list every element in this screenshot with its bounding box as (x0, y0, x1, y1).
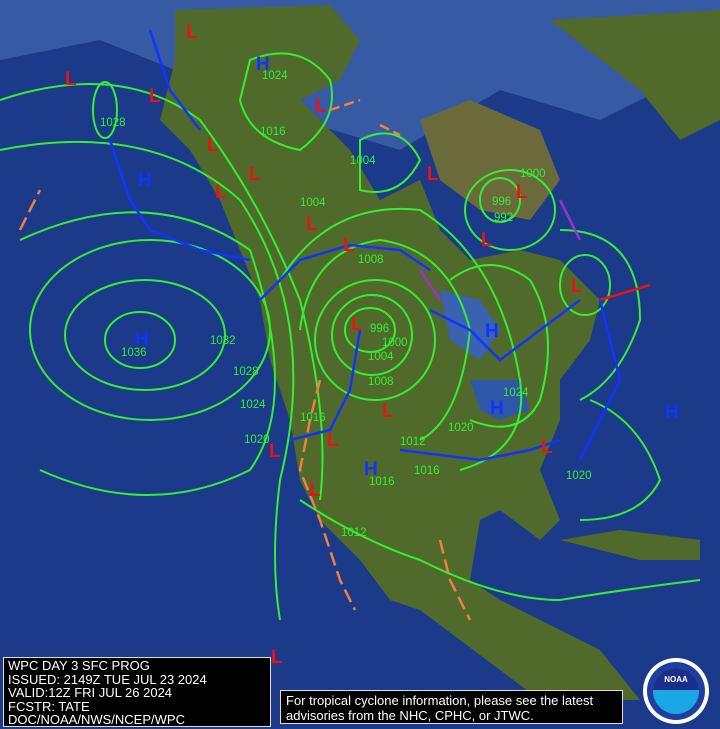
notice-line: advisories from the NHC, CPHC, or JTWC. (286, 708, 534, 723)
svg-text:1020: 1020 (566, 470, 592, 482)
svg-text:1008: 1008 (368, 376, 394, 388)
svg-text:1004: 1004 (368, 351, 394, 363)
svg-text:1036: 1036 (121, 347, 147, 359)
high-pressure-centers: H H H H H H H (135, 54, 679, 480)
svg-text:L: L (309, 480, 321, 501)
svg-text:1008: 1008 (358, 254, 384, 266)
product-title: WPC DAY 3 SFC PROG (8, 658, 150, 673)
isobar-labels: 1028 1024 1016 1004 1004 1008 1000 996 9… (100, 70, 592, 539)
svg-text:1028: 1028 (100, 117, 126, 129)
svg-text:1000: 1000 (382, 337, 408, 349)
agency: DOC/NOAA/NWS/NCEP/WPC (8, 712, 185, 727)
forecaster: FCSTR: TATE (8, 698, 90, 714)
svg-text:1024: 1024 (503, 387, 529, 399)
svg-text:L: L (269, 441, 281, 462)
svg-text:L: L (327, 430, 339, 451)
svg-text:1024: 1024 (240, 399, 266, 411)
svg-text:L: L (351, 314, 363, 335)
svg-text:996: 996 (492, 196, 511, 208)
svg-text:L: L (481, 230, 493, 251)
svg-text:1016: 1016 (414, 465, 440, 477)
high-center: H (364, 459, 378, 480)
isobars (0, 52, 701, 621)
svg-text:L: L (271, 647, 283, 668)
high-center: H (490, 398, 504, 419)
high-center: H (135, 329, 149, 350)
svg-text:996: 996 (370, 323, 389, 335)
north-america-land (160, 5, 640, 700)
svg-text:1024: 1024 (262, 70, 288, 82)
svg-text:L: L (516, 182, 528, 203)
svg-text:L: L (382, 401, 394, 422)
svg-text:1032: 1032 (210, 335, 236, 347)
svg-text:1028: 1028 (233, 366, 259, 378)
svg-text:1016: 1016 (260, 126, 286, 138)
issued-time: ISSUED: 2149Z TUE JUL 23 2024 (8, 671, 207, 687)
svg-text:1000: 1000 (520, 168, 546, 180)
svg-text:L: L (571, 276, 583, 297)
svg-text:1012: 1012 (400, 436, 426, 448)
logo-text: NOAA (664, 675, 688, 684)
svg-text:1016: 1016 (300, 412, 326, 424)
svg-text:1016: 1016 (369, 476, 395, 488)
svg-text:1020: 1020 (448, 422, 474, 434)
fronts (18, 29, 651, 621)
high-center: H (665, 402, 679, 423)
high-center: H (138, 170, 152, 191)
noaa-logo: NOAA (643, 658, 709, 724)
product-info-box: WPC DAY 3 SFC PROG ISSUED: 2149Z TUE JUL… (3, 657, 271, 727)
svg-text:L: L (343, 235, 355, 256)
svg-text:1020: 1020 (244, 434, 270, 446)
svg-text:L: L (249, 164, 261, 185)
svg-text:1004: 1004 (300, 197, 326, 209)
svg-text:L: L (149, 86, 161, 107)
svg-text:L: L (186, 22, 198, 43)
low-pressure-centers: L L L L L L L L L L L L L L L L L L L L (65, 22, 583, 668)
valid-time: VALID:12Z FRI JUL 26 2024 (8, 685, 173, 700)
tropical-cyclone-notice: For tropical cyclone information, please… (280, 690, 623, 724)
high-center: H (256, 54, 270, 75)
svg-text:1012: 1012 (341, 527, 367, 539)
svg-text:L: L (207, 135, 219, 156)
notice-line: For tropical cyclone information, please… (286, 693, 594, 708)
svg-text:L: L (541, 437, 553, 458)
high-center: H (485, 321, 499, 342)
svg-text:992: 992 (494, 212, 513, 224)
svg-text:L: L (315, 96, 327, 117)
svg-text:1004: 1004 (350, 155, 376, 167)
svg-text:L: L (215, 182, 227, 203)
svg-text:L: L (427, 164, 439, 185)
svg-text:L: L (65, 69, 77, 90)
svg-text:L: L (306, 214, 318, 235)
